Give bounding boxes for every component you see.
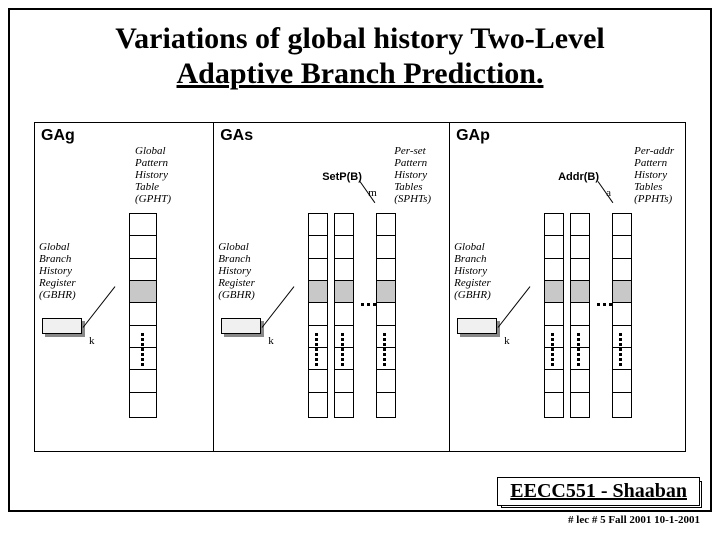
gap-arrow-line [498,286,531,328]
gas-arrow-line [262,286,295,328]
gap-gap-dots [597,303,612,306]
gas-table-3 [376,213,396,418]
gas-dots-2 [341,333,344,366]
gag-register-label: Global Branch History Register (GBHR) [39,241,76,301]
slide-title: Variations of global history Two-Level A… [10,10,710,97]
gas-title: GAs [220,127,253,145]
footer-lecture-info: # lec # 5 Fall 2001 10-1-2001 [568,514,700,526]
gag-dots [141,333,144,366]
diagram-area: GAg Global Branch History Register (GBHR… [34,122,686,452]
gap-top-arrow [598,181,614,203]
gag-title: GAg [41,127,75,145]
gag-table-label: Global Pattern History Table (GPHT) [135,145,171,205]
gag-table [129,213,157,418]
gas-register-label: Global Branch History Register (GBHR) [218,241,255,301]
gas-table-2 [334,213,354,418]
gas-table-1 [308,213,328,418]
gas-gap-dots [361,303,376,306]
gag-arrow-line [83,286,116,328]
gas-dots-3 [383,333,386,366]
slide-frame: Variations of global history Two-Level A… [8,8,712,512]
gap-table-1 [544,213,564,418]
title-line-2: Adaptive Branch Prediction. [177,57,544,90]
gap-table-3 [612,213,632,418]
gap-table-2 [570,213,590,418]
gap-table-label: Per-addr Pattern History Tables (PPHTs) [634,145,674,205]
panel-gap: GAp Addr(B) a Per-addr Pattern History T… [449,123,686,451]
panel-gas: GAs SetP(B) m Per-set Pattern History Ta… [213,123,449,451]
gas-top-label: SetP(B) [322,171,362,183]
gap-register-label: Global Branch History Register (GBHR) [454,241,491,301]
gap-register [457,318,497,334]
gas-k: k [268,335,274,347]
gap-dots-1 [551,333,554,366]
gap-title: GAp [456,127,490,145]
gap-dots-2 [577,333,580,366]
title-line-1: Variations of global history Two-Level [115,22,604,55]
panel-gag: GAg Global Branch History Register (GBHR… [34,123,213,451]
gap-top-label: Addr(B) [558,171,599,183]
gap-k: k [504,335,510,347]
gas-register [221,318,261,334]
gas-dots-1 [315,333,318,366]
footer-course: EECC551 - Shaaban [497,477,700,506]
gag-register [42,318,82,334]
gas-table-label: Per-set Pattern History Tables (SPHTs) [394,145,431,205]
gag-k: k [89,335,95,347]
gap-dots-3 [619,333,622,366]
